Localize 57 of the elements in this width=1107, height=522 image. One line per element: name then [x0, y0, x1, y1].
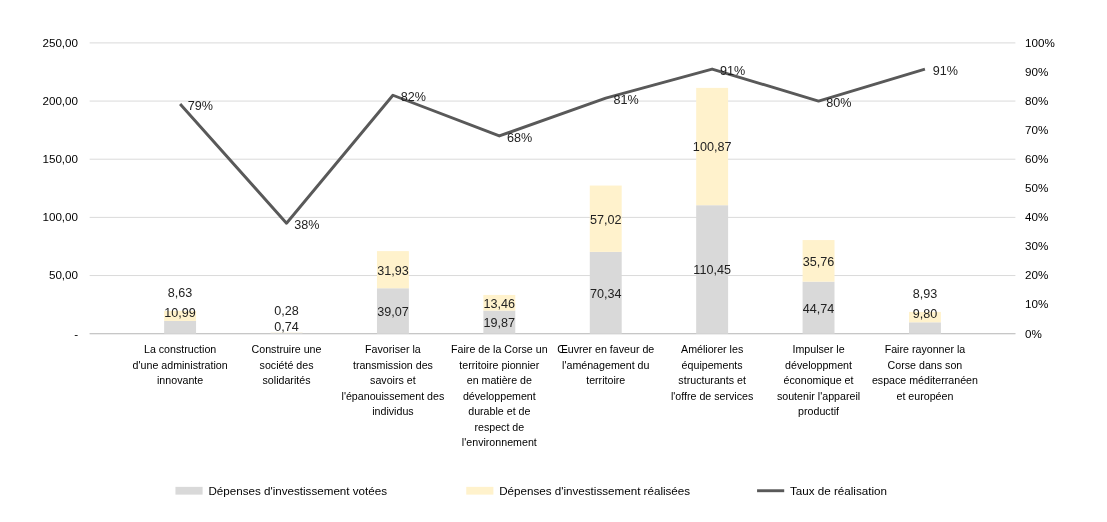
y-tick-label: -	[74, 326, 79, 340]
data-label: 82%	[400, 90, 426, 105]
x-tick-label: La construction d'une administration innovante	[132, 343, 228, 387]
bar	[164, 320, 197, 334]
data-label: 110,45	[693, 263, 731, 278]
y2-tick-label: 60%	[1025, 152, 1049, 166]
x-tick-label: Construire une société des solidarités	[251, 343, 322, 387]
y2-tick-label: 100%	[1025, 35, 1055, 49]
data-label: 81%	[613, 92, 639, 107]
y-tick-label: 200,00	[42, 93, 79, 107]
legend-label: Dépenses d'investissement réalisées	[499, 483, 691, 497]
data-label: 8,93	[912, 287, 938, 302]
x-tick-label: Faire de la Corse un territoire pionnier en matière de développement durable et de respect de l'environnement	[451, 343, 548, 449]
data-label: 0,28	[274, 304, 299, 319]
bar	[908, 322, 941, 334]
bar	[802, 281, 835, 334]
data-label: 70,34	[589, 286, 622, 301]
y-tick-label: 150,00	[42, 152, 79, 166]
data-label: 100,87	[692, 140, 732, 155]
data-label: 10,99	[164, 306, 196, 321]
data-label: 38%	[294, 218, 320, 233]
y2-tick-label: 90%	[1025, 64, 1049, 78]
data-label: 13,46	[483, 296, 516, 311]
y2-tick-label: 20%	[1025, 268, 1049, 282]
data-label: 35,76	[802, 254, 835, 269]
y-tick-label: 50,00	[48, 268, 79, 282]
legend-label: Taux de réalisation	[790, 483, 887, 497]
y2-tick-label: 10%	[1025, 297, 1049, 311]
data-label: 39,07	[377, 304, 409, 319]
y-tick-label: 100,00	[42, 210, 79, 224]
data-label: 91%	[932, 63, 958, 78]
data-label: 68%	[507, 130, 533, 145]
y2-tick-label: 30%	[1025, 239, 1049, 253]
y2-tick-label: 50%	[1025, 181, 1049, 195]
bar	[376, 288, 409, 334]
x-tick-label: Favoriser la transmission des savoirs et l'épanouissement des individus	[341, 343, 445, 418]
data-label: 19,87	[483, 315, 516, 330]
data-label: 31,93	[377, 263, 409, 278]
data-label: 8,63	[167, 286, 193, 301]
legend-label: Dépenses d'investissement votées	[208, 483, 388, 497]
x-tick-label: Impulser le développment économique et soutenir l'appareil productif	[776, 343, 861, 418]
x-tick-label: Faire rayonner la Corse dans son espace méditerranéen et européen	[871, 343, 979, 402]
y2-tick-label: 0%	[1025, 326, 1042, 340]
data-label: 57,02	[589, 212, 622, 227]
data-label: 79%	[187, 98, 214, 113]
y2-tick-label: 70%	[1025, 123, 1049, 137]
x-tick-label: Œuvrer en faveur de l'aménagement du territoire	[557, 343, 655, 387]
x-tick-label: Améliorer les équipements structurants et l'offre de services	[670, 343, 754, 402]
y-tick-label: 250,00	[42, 35, 79, 49]
data-label: 91%	[719, 63, 746, 78]
data-label: 44,74	[802, 301, 835, 316]
data-label: 9,80	[912, 307, 938, 322]
y2-tick-label: 40%	[1025, 210, 1049, 224]
bar	[589, 185, 622, 252]
y2-tick-label: 80%	[1025, 93, 1049, 107]
data-label: 80%	[826, 95, 852, 110]
data-label: 0,74	[274, 319, 299, 334]
